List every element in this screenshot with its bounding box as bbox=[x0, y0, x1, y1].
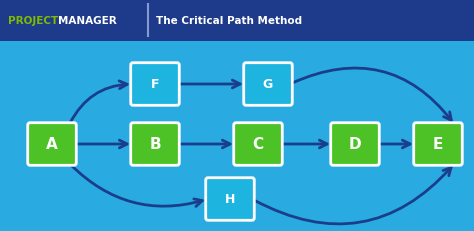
Text: D: D bbox=[349, 137, 361, 152]
FancyBboxPatch shape bbox=[414, 123, 462, 166]
Text: MANAGER: MANAGER bbox=[58, 16, 117, 26]
FancyBboxPatch shape bbox=[0, 42, 474, 231]
Text: PROJECT: PROJECT bbox=[8, 16, 58, 26]
Text: B: B bbox=[149, 137, 161, 152]
Text: F: F bbox=[151, 78, 159, 91]
FancyBboxPatch shape bbox=[131, 123, 179, 166]
FancyBboxPatch shape bbox=[234, 123, 283, 166]
Text: A: A bbox=[46, 137, 58, 152]
FancyBboxPatch shape bbox=[27, 123, 76, 166]
Text: The Critical Path Method: The Critical Path Method bbox=[156, 16, 302, 26]
Text: G: G bbox=[263, 78, 273, 91]
FancyBboxPatch shape bbox=[0, 0, 474, 42]
FancyBboxPatch shape bbox=[206, 178, 254, 220]
Text: H: H bbox=[225, 193, 235, 206]
FancyBboxPatch shape bbox=[331, 123, 379, 166]
FancyBboxPatch shape bbox=[244, 64, 292, 106]
Text: C: C bbox=[253, 137, 264, 152]
Text: E: E bbox=[433, 137, 443, 152]
FancyBboxPatch shape bbox=[131, 64, 179, 106]
